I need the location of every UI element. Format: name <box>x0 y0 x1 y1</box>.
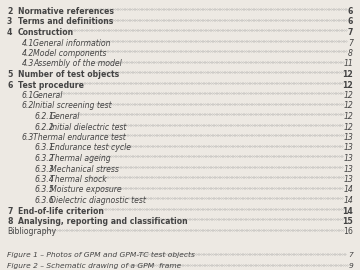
Text: 3: 3 <box>7 18 12 26</box>
Text: 6.3.5: 6.3.5 <box>35 185 55 194</box>
Text: Number of test objects: Number of test objects <box>18 70 119 79</box>
Text: 14: 14 <box>342 207 353 215</box>
Text: 8: 8 <box>7 217 13 226</box>
Text: 14: 14 <box>343 196 353 205</box>
Text: 6.2.1: 6.2.1 <box>35 112 55 121</box>
Text: 6.3.6: 6.3.6 <box>35 196 55 205</box>
Text: 6: 6 <box>348 7 353 16</box>
Text: 12: 12 <box>343 102 353 110</box>
Text: Thermal endurance test: Thermal endurance test <box>33 133 126 142</box>
Text: Mechanical stress: Mechanical stress <box>50 164 119 174</box>
Text: 6.3: 6.3 <box>22 133 34 142</box>
Text: Endurance test cycle: Endurance test cycle <box>50 143 131 153</box>
Text: Figure 1 – Photos of GPM and GPM-TC test objects: Figure 1 – Photos of GPM and GPM-TC test… <box>7 252 195 258</box>
Text: General: General <box>33 91 63 100</box>
Text: 4.1: 4.1 <box>22 39 34 48</box>
Text: Terms and definitions: Terms and definitions <box>18 18 113 26</box>
Text: General information: General information <box>33 39 111 48</box>
Text: 13: 13 <box>343 133 353 142</box>
Text: 12: 12 <box>342 70 353 79</box>
Text: 4: 4 <box>7 28 13 37</box>
Text: Analysing, reporting and classification: Analysing, reporting and classification <box>18 217 188 226</box>
Text: 13: 13 <box>343 154 353 163</box>
Text: End-of-life criterion: End-of-life criterion <box>18 207 104 215</box>
Text: 6.2.2: 6.2.2 <box>35 123 55 131</box>
Text: 4.2: 4.2 <box>22 49 34 58</box>
Text: 14: 14 <box>343 185 353 194</box>
Text: Moisture exposure: Moisture exposure <box>50 185 122 194</box>
Text: General: General <box>50 112 80 121</box>
Text: 7: 7 <box>348 28 353 37</box>
Text: Test procedure: Test procedure <box>18 80 84 89</box>
Text: Assembly of the model: Assembly of the model <box>33 59 122 69</box>
Text: 7: 7 <box>348 39 353 48</box>
Text: 7: 7 <box>348 252 353 258</box>
Text: 6.2: 6.2 <box>22 102 34 110</box>
Text: 6: 6 <box>348 18 353 26</box>
Text: 12: 12 <box>342 80 353 89</box>
Text: Initial dielectric test: Initial dielectric test <box>50 123 126 131</box>
Text: Construction: Construction <box>18 28 74 37</box>
Text: 13: 13 <box>343 175 353 184</box>
Text: Bibliography: Bibliography <box>7 228 56 237</box>
Text: 6.3.1: 6.3.1 <box>35 143 55 153</box>
Text: Thermal ageing: Thermal ageing <box>50 154 111 163</box>
Text: 4.3: 4.3 <box>22 59 34 69</box>
Text: 12: 12 <box>343 112 353 121</box>
Text: 9: 9 <box>348 262 353 268</box>
Text: 2: 2 <box>7 7 12 16</box>
Text: Dielectric diagnostic test: Dielectric diagnostic test <box>50 196 146 205</box>
Text: 8: 8 <box>348 49 353 58</box>
Text: Figure 2 – Schematic drawing of a GPM  frame: Figure 2 – Schematic drawing of a GPM fr… <box>7 262 181 269</box>
Text: 6.3.3: 6.3.3 <box>35 164 55 174</box>
Text: Model components: Model components <box>33 49 106 58</box>
Text: Initial screening test: Initial screening test <box>33 102 112 110</box>
Text: Thermal shock: Thermal shock <box>50 175 107 184</box>
Text: 6.1: 6.1 <box>22 91 34 100</box>
Text: 12: 12 <box>343 123 353 131</box>
Text: 12: 12 <box>343 91 353 100</box>
Text: 5: 5 <box>7 70 12 79</box>
Text: 6.3.4: 6.3.4 <box>35 175 55 184</box>
Text: Normative references: Normative references <box>18 7 114 16</box>
Text: 6.3.2: 6.3.2 <box>35 154 55 163</box>
Text: 16: 16 <box>343 228 353 237</box>
Text: 13: 13 <box>343 164 353 174</box>
Text: 11: 11 <box>343 59 353 69</box>
Text: 7: 7 <box>7 207 12 215</box>
Text: 6: 6 <box>7 80 12 89</box>
Text: 15: 15 <box>342 217 353 226</box>
Text: 13: 13 <box>343 143 353 153</box>
